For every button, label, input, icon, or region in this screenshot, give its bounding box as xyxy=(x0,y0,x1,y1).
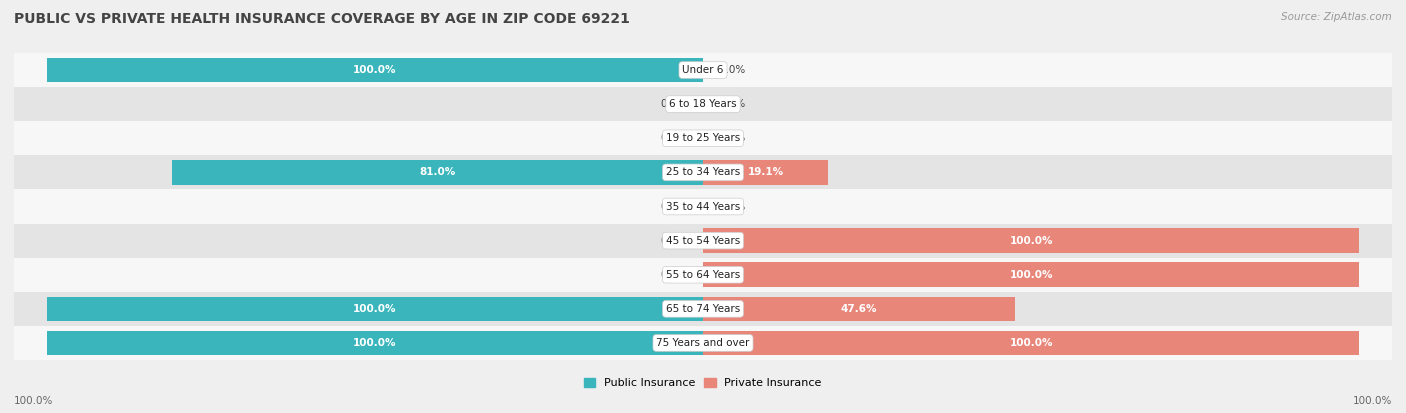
Legend: Public Insurance, Private Insurance: Public Insurance, Private Insurance xyxy=(579,373,827,392)
Text: 47.6%: 47.6% xyxy=(841,304,877,314)
Text: 100.0%: 100.0% xyxy=(1353,396,1392,406)
Text: 100.0%: 100.0% xyxy=(14,396,53,406)
Bar xyxy=(703,160,828,185)
Text: Source: ZipAtlas.com: Source: ZipAtlas.com xyxy=(1281,12,1392,22)
Text: 0.0%: 0.0% xyxy=(720,65,745,75)
Text: 0.0%: 0.0% xyxy=(661,236,686,246)
Bar xyxy=(14,190,1392,223)
Text: 100.0%: 100.0% xyxy=(353,304,396,314)
Text: 0.0%: 0.0% xyxy=(661,99,686,109)
Text: 0.0%: 0.0% xyxy=(661,202,686,211)
Bar xyxy=(14,326,1392,360)
Text: 0.0%: 0.0% xyxy=(720,99,745,109)
Text: 0.0%: 0.0% xyxy=(661,270,686,280)
Text: 100.0%: 100.0% xyxy=(353,338,396,348)
Text: PUBLIC VS PRIVATE HEALTH INSURANCE COVERAGE BY AGE IN ZIP CODE 69221: PUBLIC VS PRIVATE HEALTH INSURANCE COVER… xyxy=(14,12,630,26)
Bar xyxy=(703,297,1015,321)
Bar xyxy=(14,223,1392,258)
Bar xyxy=(14,258,1392,292)
Text: 0.0%: 0.0% xyxy=(661,133,686,143)
Text: 100.0%: 100.0% xyxy=(1010,270,1053,280)
Text: Under 6: Under 6 xyxy=(682,65,724,75)
Text: 6 to 18 Years: 6 to 18 Years xyxy=(669,99,737,109)
Bar xyxy=(46,58,703,82)
Bar xyxy=(14,53,1392,87)
Text: 0.0%: 0.0% xyxy=(720,133,745,143)
Text: 100.0%: 100.0% xyxy=(1010,236,1053,246)
Text: 100.0%: 100.0% xyxy=(353,65,396,75)
Text: 25 to 34 Years: 25 to 34 Years xyxy=(666,167,740,177)
Bar xyxy=(14,155,1392,190)
Text: 45 to 54 Years: 45 to 54 Years xyxy=(666,236,740,246)
Text: 0.0%: 0.0% xyxy=(720,202,745,211)
Bar xyxy=(46,297,703,321)
Bar xyxy=(172,160,703,185)
Bar xyxy=(14,121,1392,155)
Bar xyxy=(46,331,703,355)
Text: 81.0%: 81.0% xyxy=(419,167,456,177)
Text: 19 to 25 Years: 19 to 25 Years xyxy=(666,133,740,143)
Bar xyxy=(703,331,1360,355)
Bar xyxy=(14,292,1392,326)
Bar xyxy=(703,228,1360,253)
Text: 75 Years and over: 75 Years and over xyxy=(657,338,749,348)
Text: 19.1%: 19.1% xyxy=(748,167,783,177)
Bar xyxy=(703,262,1360,287)
Text: 35 to 44 Years: 35 to 44 Years xyxy=(666,202,740,211)
Text: 100.0%: 100.0% xyxy=(1010,338,1053,348)
Text: 55 to 64 Years: 55 to 64 Years xyxy=(666,270,740,280)
Text: 65 to 74 Years: 65 to 74 Years xyxy=(666,304,740,314)
Bar xyxy=(14,87,1392,121)
